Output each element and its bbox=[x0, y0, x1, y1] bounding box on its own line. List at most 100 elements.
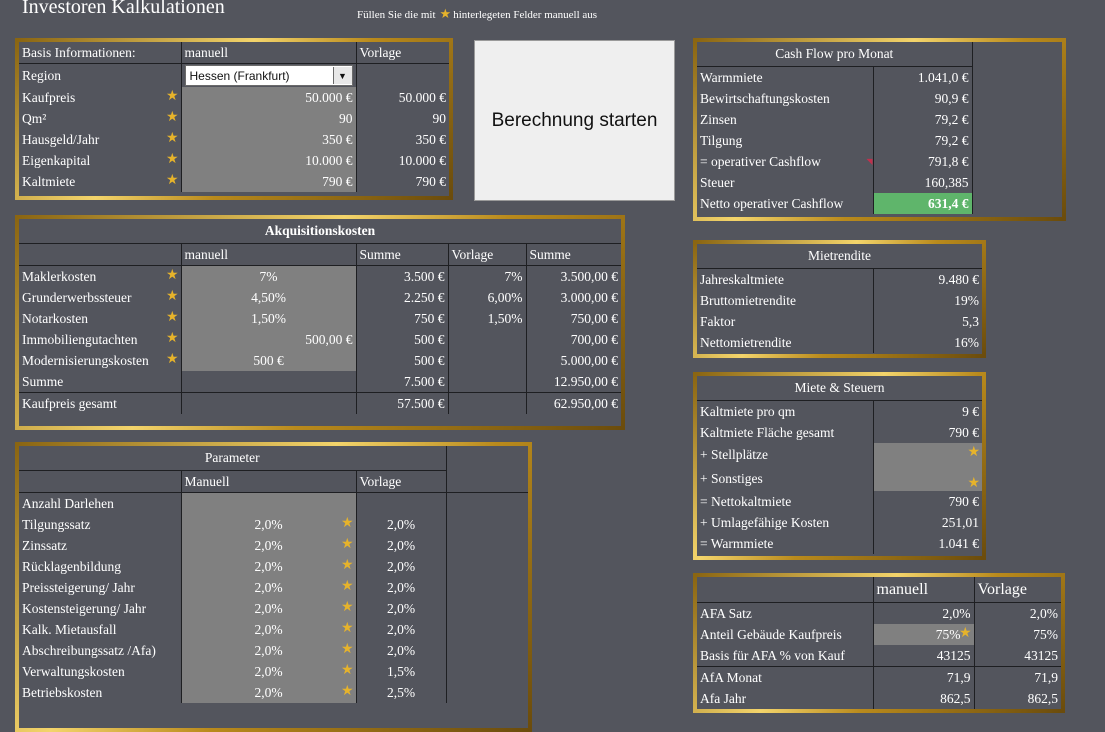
ms-label: + Stellplätze bbox=[697, 443, 874, 467]
basis-header-manuell: manuell bbox=[181, 42, 357, 64]
star-icon: ★ bbox=[340, 642, 354, 657]
cashflow-value: 90,9 € bbox=[873, 88, 973, 109]
star-icon: ★ bbox=[165, 110, 179, 125]
akq-summe: 500 € bbox=[356, 329, 449, 350]
star-icon: ★ bbox=[165, 310, 179, 325]
region-value: Hessen (Frankfurt) bbox=[189, 68, 290, 83]
afa-header-manuell: manuell bbox=[873, 577, 975, 603]
mietrendite-label: Jahreskaltmiete bbox=[697, 268, 874, 290]
akq-gesamt-value2: 62.950,00 € bbox=[553, 395, 618, 411]
ms-label: + Sonstiges bbox=[697, 467, 874, 491]
afa-label: Afa Jahr bbox=[697, 688, 874, 709]
akq-summe: 2.250 € bbox=[356, 287, 449, 308]
star-icon: ★ bbox=[165, 152, 179, 167]
ms-label: Kaltmiete Fläche gesamt bbox=[697, 422, 874, 443]
param-label: Rücklagenbildung bbox=[19, 556, 182, 577]
stellplaetze-input[interactable]: ★ bbox=[873, 443, 982, 467]
cashflow-value: 1.041,0 € bbox=[873, 66, 973, 88]
param-input[interactable]: 2,0% ★ bbox=[181, 556, 357, 577]
cashflow-label: Bewirtschaftungskosten bbox=[697, 88, 874, 109]
akq-label: Notarkosten ★ bbox=[19, 308, 182, 329]
afa-vorlage: 862,5 bbox=[1027, 690, 1058, 706]
afa-label: AFA Satz bbox=[697, 602, 874, 624]
qm-input[interactable]: 90 bbox=[181, 108, 357, 129]
param-header-manuell: Manuell bbox=[181, 470, 357, 493]
hausgeld-input[interactable]: 350 € bbox=[181, 129, 357, 150]
mietrendite-label: Faktor bbox=[697, 311, 874, 332]
akq-header-summe2: Summe bbox=[526, 243, 621, 266]
mietrendite-value: 9.480 € bbox=[938, 271, 980, 287]
param-vorlage: 2,0% bbox=[356, 535, 447, 556]
notarkosten-input[interactable]: 1,50% bbox=[181, 308, 357, 329]
star-icon: ★ bbox=[967, 476, 980, 491]
akq-label: Maklerkosten ★ bbox=[19, 265, 182, 287]
immobiliengutachten-input[interactable]: 500,00 € bbox=[181, 329, 357, 350]
param-input[interactable]: 2,0% ★ bbox=[181, 535, 357, 556]
param-vorlage: 2,0% bbox=[356, 640, 447, 661]
cashflow-value: 791,8 € bbox=[873, 151, 973, 172]
cashflow-label: = operativer Cashflow ◥ bbox=[697, 151, 874, 172]
region-label: Region bbox=[19, 63, 182, 87]
param-label: Abschreibungssatz /Afa) bbox=[19, 640, 182, 661]
param-vorlage: 2,5% bbox=[356, 682, 447, 703]
anteil-gebaeude-input[interactable]: 75% ★ bbox=[873, 624, 975, 645]
berechnung-starten-button[interactable]: Berechnung starten bbox=[474, 40, 675, 201]
basis-vorlage-value: 50.000 € bbox=[398, 89, 446, 105]
param-vorlage: 2,0% bbox=[356, 619, 447, 640]
afa-manuell: 2,0% bbox=[873, 602, 975, 624]
param-input[interactable]: 2,0% ★ bbox=[181, 640, 357, 661]
sonstiges-input[interactable]: ★ bbox=[873, 467, 982, 491]
param-label: Tilgungssatz bbox=[19, 514, 182, 535]
param-input[interactable]: 2,0% ★ bbox=[181, 598, 357, 619]
akq-summe2: 3.000,00 € bbox=[560, 289, 618, 305]
akq-summe: 3.500 € bbox=[356, 265, 449, 287]
akq-summe2: 5.000,00 € bbox=[560, 352, 618, 368]
param-header-vorlage: Vorlage bbox=[356, 470, 447, 493]
afa-manuell: 71,9 bbox=[873, 666, 975, 688]
ms-value: 251,01 bbox=[941, 514, 979, 530]
modernisierungskosten-input[interactable]: 500 € bbox=[181, 350, 357, 371]
param-input[interactable]: 2,0% ★ bbox=[181, 682, 357, 703]
param-label: Kalk. Mietausfall bbox=[19, 619, 182, 640]
star-icon: ★ bbox=[967, 445, 980, 460]
star-icon: ★ bbox=[439, 6, 452, 21]
basis-header-vorlage: Vorlage bbox=[356, 42, 449, 64]
afa-label: AfA Monat bbox=[697, 666, 874, 688]
kaufpreis-input[interactable]: 50.000 € bbox=[181, 87, 357, 108]
param-input[interactable]: 2,0% ★ bbox=[181, 514, 357, 535]
chevron-down-icon[interactable]: ▼ bbox=[332, 67, 352, 84]
ms-label: = Warmmiete bbox=[697, 533, 874, 554]
cashflow-label: Tilgung bbox=[697, 130, 874, 151]
cashflow-label: Steuer bbox=[697, 172, 874, 193]
cashflow-label: Netto operativer Cashflow bbox=[697, 193, 874, 214]
param-input[interactable]: 2,0% ★ bbox=[181, 661, 357, 682]
akq-summe2: 3.500,00 € bbox=[560, 268, 618, 284]
ms-label: Kaltmiete pro qm bbox=[697, 400, 874, 422]
mietrendite-panel: Mietrendite Jahreskaltmiete 9.480 € Brutt… bbox=[693, 240, 986, 358]
cashflow-label: Zinsen bbox=[697, 109, 874, 130]
param-label: Betriebskosten bbox=[19, 682, 182, 703]
anzahl-darlehen-input[interactable] bbox=[181, 492, 357, 514]
eigenkapital-input[interactable]: 10.000 € bbox=[181, 150, 357, 171]
mietrendite-value: 16% bbox=[954, 334, 979, 350]
parameter-title: Parameter bbox=[19, 446, 447, 471]
mietrendite-value: 19% bbox=[954, 292, 979, 308]
akq-summe-label: Summe bbox=[19, 371, 182, 393]
akq-summe-total: 7.500 € bbox=[356, 371, 449, 393]
grunderwerbssteuer-input[interactable]: 4,50% bbox=[181, 287, 357, 308]
cashflow-value: 79,2 € bbox=[873, 109, 973, 130]
star-icon: ★ bbox=[165, 173, 179, 188]
region-dropdown[interactable]: Hessen (Frankfurt) ▼ bbox=[184, 65, 353, 86]
star-icon: ★ bbox=[165, 331, 179, 346]
param-vorlage: 2,0% bbox=[356, 556, 447, 577]
param-input[interactable]: 2,0% ★ bbox=[181, 577, 357, 598]
afa-label: Basis für AFA % von Kauf bbox=[697, 645, 874, 667]
kaltmiete-input[interactable]: 790 € bbox=[181, 171, 357, 192]
akq-gesamt-value: 57.500 € bbox=[356, 392, 449, 414]
maklerkosten-input[interactable]: 7% bbox=[181, 265, 357, 287]
akq-header-summe: Summe bbox=[356, 243, 449, 266]
miete-steuern-panel: Miete & Steuern Kaltmiete pro qm 9 € Kalt… bbox=[693, 372, 986, 560]
hint-pre: Füllen Sie die mit bbox=[357, 9, 436, 21]
mietrendite-value: 5,3 bbox=[962, 313, 979, 329]
param-input[interactable]: 2,0% ★ bbox=[181, 619, 357, 640]
